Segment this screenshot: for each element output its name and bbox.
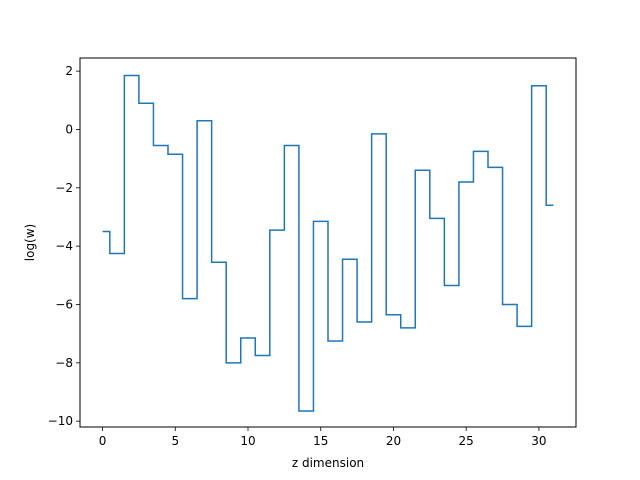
y-tick-label: −4 [55, 239, 73, 253]
y-axis-label: log(w) [23, 224, 37, 261]
x-axis-ticks: 0 5 10 15 20 25 30 [99, 427, 547, 448]
x-axis-label: z dimension [292, 456, 364, 470]
y-tick-label: 2 [65, 64, 73, 78]
x-tick-label: 20 [386, 434, 401, 448]
y-axis-ticks: −10 −8 −6 −4 −2 0 2 [48, 64, 80, 428]
x-tick-label: 5 [171, 434, 179, 448]
x-tick-label: 15 [313, 434, 328, 448]
x-tick-label: 30 [531, 434, 546, 448]
y-tick-label: −8 [55, 356, 73, 370]
plot-area [102, 74, 554, 412]
y-tick-label: −6 [55, 297, 73, 311]
axes-frame [79, 57, 577, 428]
y-tick-label: −2 [55, 181, 73, 195]
x-tick-label: 25 [459, 434, 474, 448]
y-tick-label: 0 [65, 122, 73, 136]
x-tick-label: 0 [99, 434, 107, 448]
series-line-0 [102, 74, 554, 412]
y-tick-label: −10 [48, 414, 73, 428]
x-tick-label: 10 [240, 434, 255, 448]
